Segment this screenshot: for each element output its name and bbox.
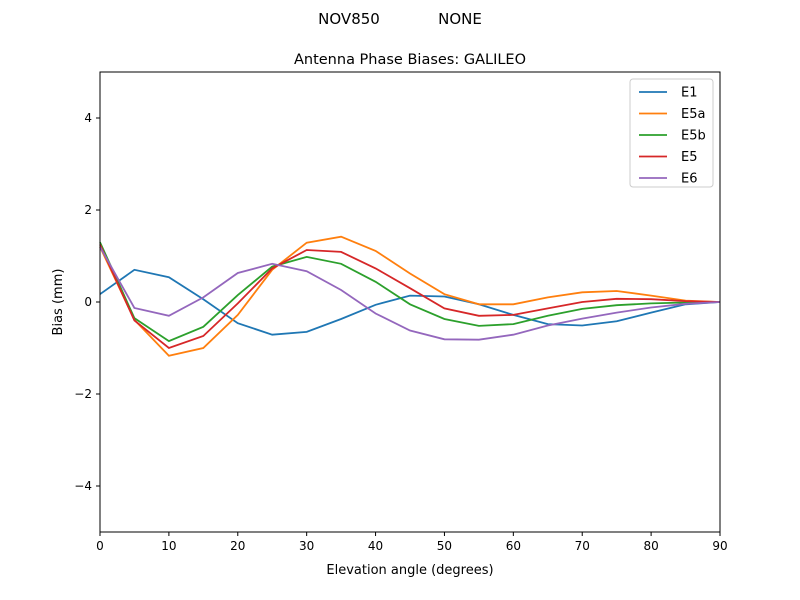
x-tick-label: 20 bbox=[230, 539, 245, 553]
x-tick-label: 80 bbox=[643, 539, 658, 553]
x-tick-label: 40 bbox=[368, 539, 383, 553]
legend-frame bbox=[629, 78, 714, 188]
legend-label: E6 bbox=[681, 172, 698, 187]
series-line-e5b bbox=[99, 241, 721, 343]
legend-label: E5a bbox=[681, 107, 705, 122]
y-tick-label: −2 bbox=[74, 387, 92, 401]
plot-area bbox=[99, 235, 721, 357]
y-tick-label: 0 bbox=[84, 295, 92, 309]
x-tick-label: 60 bbox=[506, 539, 521, 553]
y-tick-label: 2 bbox=[84, 203, 92, 217]
x-axis: 0 10 20 30 40 50 60 70 80 90 bbox=[96, 532, 728, 553]
suptitle-right: NONE bbox=[438, 10, 482, 28]
y-axis: −4 −2 0 2 4 bbox=[74, 111, 100, 493]
x-tick-label: 50 bbox=[437, 539, 452, 553]
suptitle-left: NOV850 bbox=[318, 10, 380, 28]
x-tick-label: 30 bbox=[299, 539, 314, 553]
series-line-e5 bbox=[99, 244, 721, 350]
x-tick-label: 70 bbox=[575, 539, 590, 553]
chart-title: Antenna Phase Biases: GALILEO bbox=[294, 52, 526, 68]
legend-label: E5b bbox=[681, 129, 706, 144]
series-line-e5a bbox=[99, 235, 721, 357]
y-tick-label: 4 bbox=[84, 111, 92, 125]
x-axis-label: Elevation angle (degrees) bbox=[326, 563, 493, 578]
y-tick-label: −4 bbox=[74, 479, 92, 493]
legend: E1 E5a E5b E5 E6 bbox=[629, 78, 714, 188]
x-tick-label: 10 bbox=[161, 539, 176, 553]
series-line-e1 bbox=[99, 268, 721, 336]
x-tick-label: 90 bbox=[712, 539, 727, 553]
series-line-e6 bbox=[99, 246, 721, 341]
x-tick-label: 0 bbox=[96, 539, 104, 553]
y-axis-label: Bias (mm) bbox=[51, 269, 66, 336]
legend-label: E1 bbox=[681, 86, 698, 101]
legend-label: E5 bbox=[681, 150, 698, 165]
